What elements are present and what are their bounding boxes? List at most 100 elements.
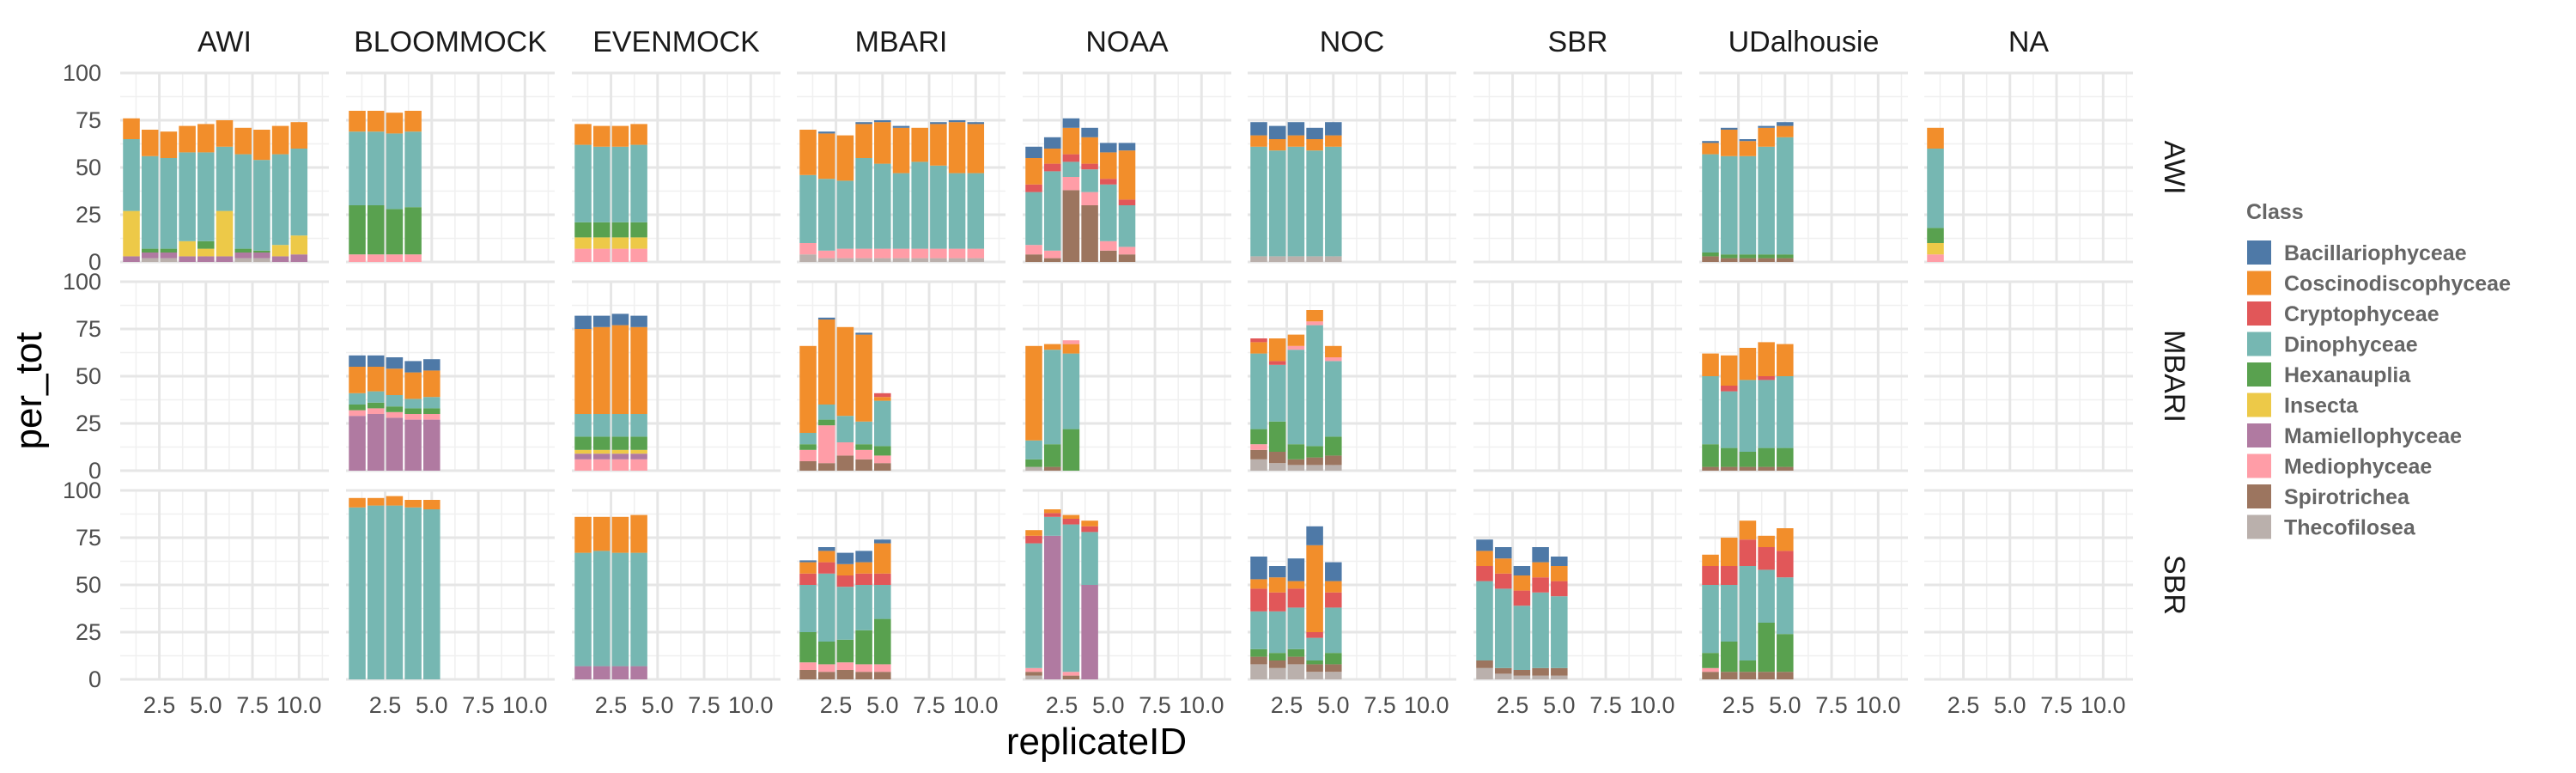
- bar-segment: [1306, 150, 1323, 257]
- bar-segment: [1720, 155, 1738, 255]
- bar-segment: [630, 315, 647, 327]
- bars-panel-2-7: [1702, 520, 1794, 679]
- x-tick-label: 7.5: [1139, 692, 1171, 718]
- bar-segment: [1739, 660, 1757, 673]
- bar-segment: [1081, 169, 1098, 192]
- bar-segment: [1268, 364, 1286, 422]
- bar-segment: [592, 414, 611, 437]
- bar-segment: [1720, 254, 1738, 259]
- facet-panel-2-0: [120, 489, 329, 681]
- bar-segment: [404, 408, 422, 414]
- bars-panel-1-1: [349, 355, 440, 471]
- y-tick-label: 50: [76, 363, 101, 389]
- x-tick-label: 10.0: [1856, 692, 1901, 718]
- bar-segment: [1702, 672, 1719, 679]
- bar-segment: [855, 573, 872, 585]
- bar-segment: [349, 507, 366, 679]
- bar-segment: [349, 111, 366, 132]
- bar-segment: [179, 256, 196, 262]
- bar-segment: [592, 326, 611, 414]
- bar-segment: [1720, 130, 1738, 156]
- bar-segment: [855, 449, 872, 460]
- bar-segment: [1081, 532, 1098, 585]
- bar-segment: [216, 120, 234, 147]
- x-tick-label: 7.5: [1815, 692, 1848, 718]
- bar-segment: [630, 552, 647, 666]
- bar-segment: [1306, 325, 1323, 447]
- bar-segment: [1025, 345, 1042, 441]
- x-tick-label: 7.5: [462, 692, 495, 718]
- bar-segment: [1702, 143, 1719, 155]
- bar-segment: [817, 320, 835, 405]
- bar-segment: [1025, 254, 1042, 262]
- bar-segment: [1025, 530, 1042, 536]
- bar-segment: [1532, 592, 1549, 668]
- bar-segment: [1043, 535, 1061, 679]
- bar-segment: [611, 516, 629, 553]
- bar-segment: [1043, 509, 1061, 514]
- y-tick-label: 100: [63, 478, 101, 503]
- bar-segment: [423, 500, 440, 509]
- bar-segment: [817, 547, 835, 551]
- bar-segment: [1702, 667, 1719, 673]
- bar-segment: [630, 124, 647, 145]
- bar-segment: [404, 399, 422, 409]
- legend-label: Insecta: [2284, 394, 2359, 418]
- bar-segment: [1758, 569, 1775, 623]
- bar-segment: [1777, 254, 1794, 259]
- bar-segment: [574, 144, 592, 222]
- bar-segment: [234, 258, 252, 262]
- bar-segment: [1062, 154, 1080, 162]
- bar-segment: [892, 125, 910, 128]
- bar-segment: [574, 453, 592, 460]
- bar-segment: [817, 562, 835, 574]
- bar-segment: [1287, 122, 1305, 136]
- bar-segment: [404, 207, 422, 255]
- bar-segment: [855, 630, 872, 665]
- bars-panel-0-4: [1025, 118, 1136, 262]
- bar-segment: [197, 240, 215, 249]
- bar-segment: [1720, 391, 1738, 448]
- bar-segment: [160, 248, 178, 253]
- bar-segment: [1287, 444, 1305, 460]
- bar-segment: [1739, 155, 1757, 255]
- bar-segment: [1306, 660, 1323, 665]
- bar-segment: [855, 562, 872, 574]
- bars-panel-0-0: [123, 118, 308, 262]
- bar-segment: [874, 585, 891, 619]
- legend-label: Hexanauplia: [2284, 363, 2411, 387]
- bar-segment: [592, 436, 611, 450]
- bars-panel-0-3: [799, 120, 985, 262]
- bar-segment: [1927, 127, 1944, 149]
- bar-segment: [836, 587, 854, 640]
- bars-panel-1-7: [1702, 342, 1794, 471]
- bar-segment: [1118, 150, 1136, 200]
- bar-segment: [855, 124, 872, 158]
- bar-segment: [1513, 670, 1531, 676]
- bar-segment: [1287, 588, 1305, 608]
- bar-segment: [911, 248, 928, 259]
- x-tick-label: 2.5: [1497, 692, 1529, 718]
- y-tick-label: 25: [76, 411, 101, 436]
- bar-segment: [1250, 122, 1267, 136]
- bar-segment: [817, 131, 835, 134]
- bar-segment: [423, 509, 440, 679]
- bar-segment: [197, 152, 215, 241]
- bar-segment: [1532, 675, 1549, 679]
- bar-segment: [1758, 146, 1775, 255]
- bar-segment: [874, 120, 891, 123]
- bar-segment: [1081, 137, 1098, 164]
- bar-segment: [1306, 446, 1323, 458]
- bar-segment: [630, 436, 647, 450]
- bar-segment: [1043, 444, 1061, 467]
- legend-label: Spirotrichea: [2284, 485, 2410, 509]
- bar-segment: [1268, 653, 1286, 660]
- bar-segment: [1250, 557, 1267, 580]
- bar-segment: [367, 367, 385, 392]
- facet-panel-0-8: [1924, 71, 2133, 264]
- bar-segment: [1250, 338, 1267, 343]
- bar-segment: [349, 367, 366, 393]
- bar-segment: [216, 210, 234, 257]
- bar-segment: [1777, 344, 1794, 376]
- bar-segment: [1306, 310, 1323, 322]
